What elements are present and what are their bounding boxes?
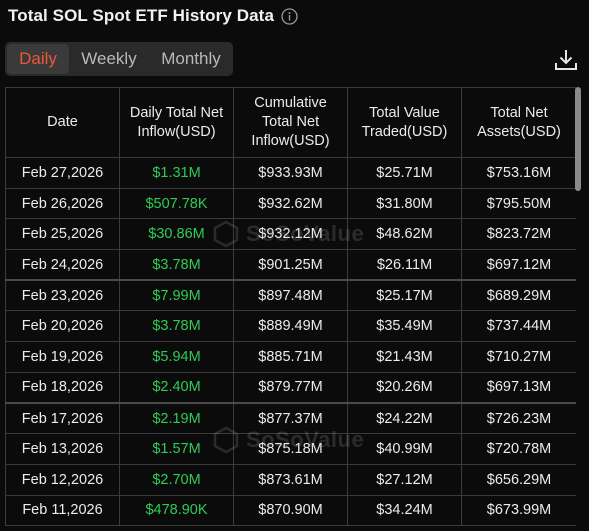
period-tabs: Daily Weekly Monthly: [5, 42, 233, 76]
table-row: Feb 17,2026 $2.19M $877.37M $24.22M $726.23M: [5, 402, 576, 435]
cell-net-assets: $753.16M: [461, 157, 576, 189]
cell-net-assets: $823.72M: [461, 218, 576, 251]
cell-date: Feb 25,2026: [5, 218, 120, 251]
cell-net-assets: $697.12M: [461, 249, 576, 282]
cell-value-traded: $31.80M: [347, 187, 462, 220]
cell-net-assets: $656.29M: [461, 463, 576, 496]
cell-cumulative-inflow: $870.90M: [233, 494, 348, 527]
cell-net-assets: $710.27M: [461, 341, 576, 373]
table-row: Feb 25,2026 $30.86M $932.12M $48.62M $823.72…: [5, 218, 576, 251]
cell-date: Feb 17,2026: [5, 402, 120, 435]
cell-date: Feb 26,2026: [5, 187, 120, 220]
cell-net-assets: $673.99M: [461, 494, 576, 527]
cell-value-traded: $35.49M: [347, 310, 462, 343]
cell-cumulative-inflow: $885.71M: [233, 341, 348, 373]
table-row: Feb 26,2026 $507.78K $932.62M $31.80M $795.5…: [5, 187, 576, 220]
cell-cumulative-inflow: $901.25M: [233, 249, 348, 282]
cell-value-traded: $26.11M: [347, 249, 462, 282]
cell-net-assets: $737.44M: [461, 310, 576, 343]
cell-value-traded: $40.99M: [347, 433, 462, 465]
column-header-net-assets: Total Net Assets(USD): [461, 87, 576, 158]
cell-date: Feb 11,2026: [5, 494, 120, 527]
tab-weekly[interactable]: Weekly: [81, 49, 137, 68]
cell-date: Feb 13,2026: [5, 433, 120, 465]
cell-net-assets: $726.23M: [461, 402, 576, 435]
cell-net-assets: $720.78M: [461, 433, 576, 465]
cell-daily-inflow: $3.78M: [119, 249, 234, 282]
cell-date: Feb 18,2026: [5, 371, 120, 404]
cell-daily-inflow: $478.90K: [119, 494, 234, 527]
table-row: Feb 13,2026 $1.57M $875.18M $40.99M $720.78M: [5, 433, 576, 465]
cell-date: Feb 20,2026: [5, 310, 120, 343]
cell-date: Feb 12,2026: [5, 463, 120, 496]
cell-value-traded: $25.17M: [347, 279, 462, 312]
cell-daily-inflow: $1.57M: [119, 433, 234, 465]
table-header-row: Date Daily Total Net Inflow(USD) Cumulat…: [5, 87, 576, 158]
tab-daily[interactable]: Daily: [7, 44, 69, 74]
cell-daily-inflow: $2.19M: [119, 402, 234, 435]
cell-cumulative-inflow: $932.12M: [233, 218, 348, 251]
column-header-value-traded: Total Value Traded(USD): [347, 87, 462, 158]
cell-daily-inflow: $7.99M: [119, 279, 234, 312]
cell-cumulative-inflow: $877.37M: [233, 402, 348, 435]
info-icon[interactable]: [280, 7, 298, 25]
page-header: Total SOL Spot ETF History Data: [8, 4, 298, 28]
table-row: Feb 24,2026 $3.78M $901.25M $26.11M $697.12M: [5, 249, 576, 282]
cell-cumulative-inflow: $889.49M: [233, 310, 348, 343]
cell-cumulative-inflow: $932.62M: [233, 187, 348, 220]
cell-value-traded: $25.71M: [347, 157, 462, 189]
cell-daily-inflow: $507.78K: [119, 187, 234, 220]
etf-history-table: Date Daily Total Net Inflow(USD) Cumulat…: [5, 87, 576, 531]
cell-date: Feb 19,2026: [5, 341, 120, 373]
table-row: Feb 18,2026 $2.40M $879.77M $20.26M $697.13M: [5, 371, 576, 404]
tab-monthly[interactable]: Monthly: [161, 49, 221, 68]
cell-value-traded: $21.43M: [347, 341, 462, 373]
cell-daily-inflow: $2.40M: [119, 371, 234, 404]
column-header-date: Date: [5, 87, 120, 158]
table-row: Feb 20,2026 $3.78M $889.49M $35.49M $737.44M: [5, 310, 576, 343]
cell-net-assets: $795.50M: [461, 187, 576, 220]
cell-cumulative-inflow: $933.93M: [233, 157, 348, 189]
cell-cumulative-inflow: $879.77M: [233, 371, 348, 404]
cell-date: Feb 24,2026: [5, 249, 120, 282]
cell-value-traded: $20.26M: [347, 371, 462, 404]
cell-date: Feb 27,2026: [5, 157, 120, 189]
cell-daily-inflow: $1.31M: [119, 157, 234, 189]
table-row: Feb 12,2026 $2.70M $873.61M $27.12M $656.29M: [5, 463, 576, 496]
table-row: Feb 23,2026 $7.99M $897.48M $25.17M $689.29M: [5, 279, 576, 312]
cell-value-traded: $48.62M: [347, 218, 462, 251]
page-title: Total SOL Spot ETF History Data: [8, 6, 274, 25]
cell-net-assets: $689.29M: [461, 279, 576, 312]
cell-daily-inflow: $5.94M: [119, 341, 234, 373]
cell-value-traded: $27.12M: [347, 463, 462, 496]
cell-cumulative-inflow: $873.61M: [233, 463, 348, 496]
cell-daily-inflow: $3.78M: [119, 310, 234, 343]
table-row: Feb 27,2026 $1.31M $933.93M $25.71M $753.16M: [5, 157, 576, 189]
cell-date: Feb 23,2026: [5, 279, 120, 312]
cell-cumulative-inflow: $897.48M: [233, 279, 348, 312]
cell-daily-inflow: $2.70M: [119, 463, 234, 496]
download-icon[interactable]: [553, 47, 579, 73]
cell-daily-inflow: $30.86M: [119, 218, 234, 251]
table-row: Feb 19,2026 $5.94M $885.71M $21.43M $710.27M: [5, 341, 576, 373]
column-header-cumulative-inflow: Cumulative Total Net Inflow(USD): [233, 87, 348, 158]
table-scrollbar[interactable]: [575, 87, 581, 191]
cell-value-traded: $34.24M: [347, 494, 462, 527]
cell-net-assets: $697.13M: [461, 371, 576, 404]
cell-cumulative-inflow: $875.18M: [233, 433, 348, 465]
cell-value-traded: $24.22M: [347, 402, 462, 435]
column-header-daily-inflow: Daily Total Net Inflow(USD): [119, 87, 234, 158]
table-row: Feb 11,2026 $478.90K $870.90M $34.24M $673.9…: [5, 494, 576, 527]
